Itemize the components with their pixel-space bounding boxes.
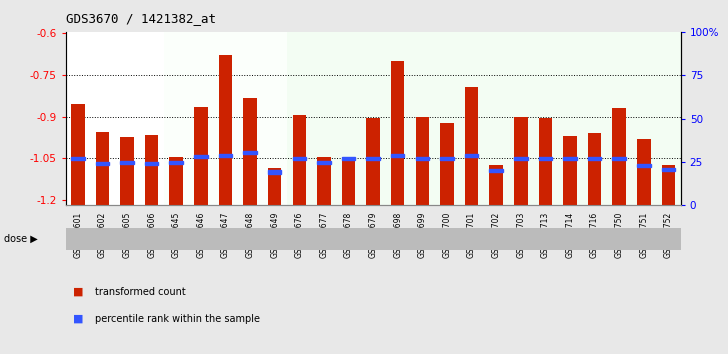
Bar [341, 157, 355, 205]
Bar [287, 229, 385, 249]
Text: 1.4 mM HOCl: 1.4 mM HOCl [395, 234, 450, 244]
Bar [218, 56, 232, 205]
Bar [440, 156, 454, 160]
Text: 2.1 mM HOCl: 2.1 mM HOCl [469, 234, 523, 244]
Bar [341, 156, 355, 160]
Text: transformed count: transformed count [95, 287, 186, 297]
Bar [533, 32, 607, 205]
Bar [145, 162, 159, 165]
Bar [293, 115, 306, 205]
Bar [539, 156, 552, 160]
Bar [66, 32, 164, 205]
Bar [587, 156, 601, 160]
Bar [317, 161, 331, 164]
Bar [243, 151, 257, 154]
Text: 3.5 mM HOCl: 3.5 mM HOCl [616, 234, 671, 244]
Bar [66, 229, 164, 249]
Text: ■: ■ [73, 287, 83, 297]
Bar [607, 32, 681, 205]
Bar [637, 164, 651, 167]
Bar [213, 229, 287, 249]
Bar [243, 98, 257, 205]
Bar [514, 156, 528, 160]
Bar [391, 154, 405, 157]
Text: GDS3670 / 1421382_at: GDS3670 / 1421382_at [66, 12, 215, 25]
Bar [120, 161, 134, 164]
Bar [366, 156, 380, 160]
Bar [95, 162, 109, 165]
Bar [563, 156, 577, 160]
Bar [194, 155, 207, 158]
Text: 0.14 mM HOCl: 0.14 mM HOCl [163, 236, 214, 242]
Bar [145, 135, 159, 205]
Bar [539, 118, 552, 205]
Bar [489, 169, 503, 172]
Text: ■: ■ [73, 314, 83, 324]
Bar [120, 137, 134, 205]
Text: 0.7 mM HOCl: 0.7 mM HOCl [309, 234, 364, 244]
Bar [440, 124, 454, 205]
Bar [607, 229, 681, 249]
Bar [391, 61, 405, 205]
Bar [385, 32, 459, 205]
Bar [459, 229, 533, 249]
Bar [71, 156, 84, 160]
Bar [170, 157, 183, 205]
Bar [514, 116, 528, 205]
Bar [385, 229, 459, 249]
Bar [612, 156, 626, 160]
Bar [533, 229, 607, 249]
Bar [218, 154, 232, 157]
Bar [464, 154, 478, 157]
Bar [287, 32, 385, 205]
Bar [464, 87, 478, 205]
Bar [662, 165, 675, 205]
Bar [489, 165, 503, 205]
Bar [416, 116, 429, 205]
Bar [164, 229, 213, 249]
Bar [587, 133, 601, 205]
Text: 0.35 mM HOCl: 0.35 mM HOCl [220, 234, 280, 244]
Bar [164, 32, 213, 205]
Bar [416, 156, 429, 160]
Text: dose ▶: dose ▶ [4, 234, 37, 244]
Bar [612, 108, 626, 205]
Bar [459, 32, 533, 205]
Text: percentile rank within the sample: percentile rank within the sample [95, 314, 260, 324]
Bar [95, 132, 109, 205]
Bar [268, 171, 282, 173]
Bar [194, 107, 207, 205]
Bar [563, 136, 577, 205]
Bar [366, 118, 380, 205]
Bar [71, 104, 84, 205]
Bar [268, 168, 282, 205]
Text: 0 mM HOCl: 0 mM HOCl [91, 234, 138, 244]
Bar [317, 157, 331, 205]
Text: 2.8 mM HOCl: 2.8 mM HOCl [542, 234, 598, 244]
Bar [293, 156, 306, 160]
Bar [637, 139, 651, 205]
Bar [662, 168, 675, 171]
Bar [213, 32, 287, 205]
Bar [170, 161, 183, 164]
